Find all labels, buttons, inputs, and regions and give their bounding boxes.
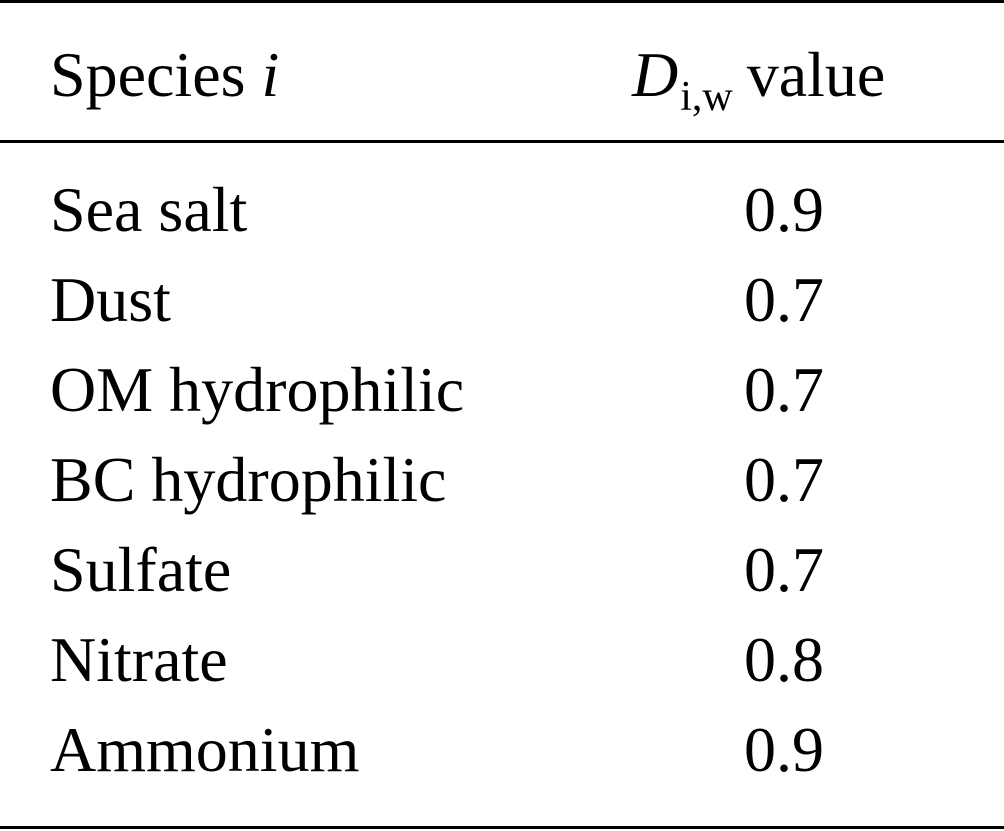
species-cell: Nitrate — [50, 624, 228, 695]
bottom-rule — [0, 826, 1004, 829]
value-cell: 0.7 — [744, 534, 824, 605]
value-cell: 0.9 — [744, 714, 824, 785]
table-row: OM hydrophilic 0.7 — [0, 358, 1004, 448]
table-row: Sulfate 0.7 — [0, 538, 1004, 628]
species-cell: Sea salt — [50, 174, 248, 245]
value-cell: 0.7 — [744, 264, 824, 335]
top-rule — [0, 0, 1004, 3]
value-cell: 0.9 — [744, 174, 824, 245]
header-species-label: Species — [50, 39, 262, 110]
table-row: Sea salt 0.9 — [0, 178, 1004, 268]
species-cell: Dust — [50, 264, 171, 335]
species-cell: Sulfate — [50, 534, 232, 605]
header-rule — [0, 140, 1004, 143]
table-row: Nitrate 0.8 — [0, 628, 1004, 718]
header-value-subscript: i,w — [680, 74, 733, 120]
table-row: BC hydrophilic 0.7 — [0, 448, 1004, 538]
header-species: Species i — [50, 43, 279, 107]
header-value: Di,w value — [632, 43, 885, 119]
table-row: Dust 0.7 — [0, 268, 1004, 358]
species-cell: Ammonium — [50, 714, 360, 785]
header-species-var: i — [261, 39, 280, 110]
value-cell: 0.7 — [744, 444, 824, 515]
species-cell: OM hydrophilic — [50, 354, 465, 425]
value-cell: 0.8 — [744, 624, 824, 695]
header-value-symbol: D — [632, 39, 679, 110]
value-cell: 0.7 — [744, 354, 824, 425]
header-value-label: value — [746, 39, 886, 110]
table-row: Ammonium 0.9 — [0, 718, 1004, 808]
species-cell: BC hydrophilic — [50, 444, 447, 515]
